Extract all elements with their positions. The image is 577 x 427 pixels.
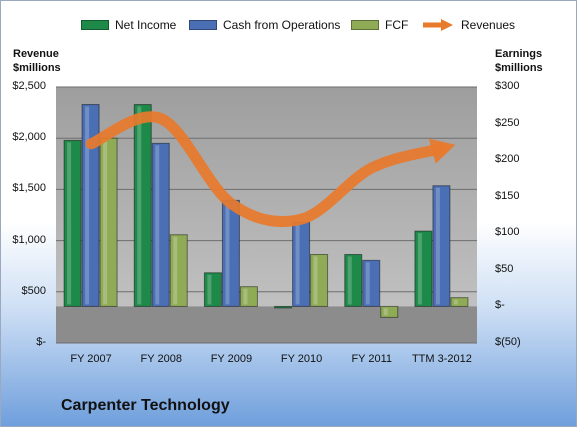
x-tick-label: TTM 3-2012: [411, 353, 472, 365]
left-tick-label: $1,500: [12, 182, 46, 195]
bar-highlight: [173, 236, 178, 305]
bar-fcf: [99, 137, 118, 307]
bar-net-income: [344, 253, 363, 307]
revenues-line: [85, 111, 448, 227]
legend-item-cash-from-operations: Cash from Operations: [189, 15, 340, 35]
legend-swatch-cash-from-operations: [189, 20, 217, 30]
right-tick-label: $250: [495, 116, 520, 129]
bar-fcf: [239, 286, 258, 307]
x-tick-label: FY 2007: [70, 353, 112, 365]
legend-item-fcf: FCF: [351, 15, 408, 35]
legend-arrow-revenues: [423, 19, 453, 31]
bar-highlight: [103, 140, 108, 305]
bar-net-income: [414, 230, 433, 307]
legend-label-revenues: Revenues: [461, 18, 516, 32]
bar-highlight: [137, 106, 142, 305]
bar-fcf: [169, 234, 188, 307]
bar-highlight: [225, 202, 230, 305]
bar-highlight: [365, 262, 370, 305]
right-axis-title: Earnings $millions: [495, 48, 543, 74]
legend-label-net-income: Net Income: [115, 18, 177, 32]
bar-highlight: [243, 288, 248, 305]
bar-cash-from-operations: [81, 104, 100, 307]
chart-title: Carpenter Technology: [61, 397, 230, 414]
bar-highlight: [67, 142, 72, 305]
left-tick-label: $-: [36, 336, 46, 348]
left-tick-label: $2,000: [12, 131, 46, 144]
right-tick-label: $-: [495, 299, 505, 312]
right-tick-label: $200: [495, 153, 520, 166]
bar-highlight: [453, 299, 458, 305]
bar-fcf: [450, 297, 469, 307]
x-tick-label: FY 2008: [140, 353, 182, 365]
bar-net-income: [63, 139, 82, 307]
left-tick-label: $1,000: [12, 233, 46, 246]
x-tick-label: FY 2010: [280, 353, 323, 365]
bar-highlight: [417, 233, 422, 305]
left-axis-title: Revenue $millions: [13, 48, 61, 74]
x-tick-label: FY 2011: [351, 353, 393, 365]
legend-item-revenues: Revenues: [421, 15, 515, 35]
right-tick-label: $150: [495, 189, 520, 202]
bar-highlight: [435, 187, 440, 305]
revenues-arrowhead: [428, 138, 456, 164]
bar-net-income: [203, 272, 222, 307]
right-tick-label: $100: [495, 226, 520, 239]
x-tick-label: FY 2009: [210, 353, 253, 365]
legend-label-cash-from-operations: Cash from Operations: [223, 18, 341, 32]
bar-fcf: [310, 253, 329, 307]
bar-highlight: [383, 308, 388, 316]
bar-highlight: [155, 145, 160, 305]
legend-swatch-fcf: [351, 20, 379, 30]
bar-cash-from-operations: [432, 185, 451, 307]
bar-highlight: [295, 224, 300, 305]
bar-cash-from-operations: [362, 259, 381, 307]
bar-highlight: [85, 106, 90, 305]
bar-fcf: [380, 305, 399, 318]
plot-floor: [56, 306, 477, 343]
left-tick-label: $500: [21, 284, 46, 297]
bar-cash-from-operations: [151, 142, 170, 307]
right-tick-label: $(50): [495, 336, 521, 348]
bar-highlight: [207, 274, 212, 305]
bar-cash-from-operations: [292, 221, 311, 307]
right-tick-label: $300: [495, 80, 520, 92]
bar-highlight: [313, 256, 318, 305]
right-tick-label: $50: [495, 262, 514, 275]
bar-highlight: [347, 256, 352, 305]
legend: Net Income Cash from Operations FCF Reve…: [1, 15, 576, 35]
legend-item-net-income: Net Income: [81, 15, 176, 35]
bar-cash-from-operations: [221, 199, 240, 307]
left-tick-label: $2,500: [12, 80, 46, 92]
legend-swatch-net-income: [81, 20, 109, 30]
bar-net-income: [274, 305, 293, 309]
bar-net-income: [133, 104, 152, 307]
legend-label-fcf: FCF: [385, 18, 409, 32]
